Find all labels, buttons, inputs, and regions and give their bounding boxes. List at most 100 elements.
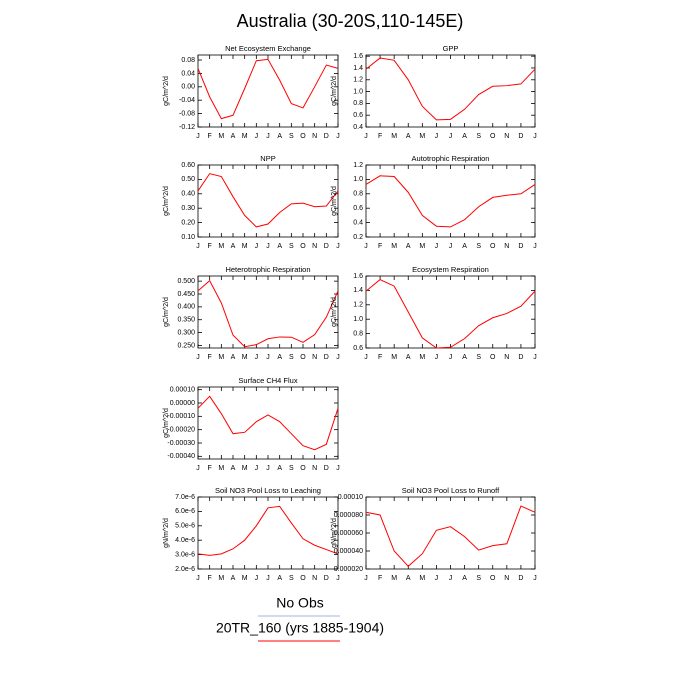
- x-tick-label: D: [324, 243, 329, 250]
- x-tick-label: O: [490, 133, 496, 140]
- x-tick-label: J: [196, 575, 200, 582]
- plot-frame: [197, 54, 339, 128]
- x-tick-label: A: [277, 575, 282, 582]
- y-tick-label: 4.0e-6: [175, 537, 195, 544]
- data-line: [365, 279, 536, 349]
- y-tick-label: 0.20: [181, 219, 195, 226]
- y-tick-label: 1.2: [353, 77, 363, 84]
- x-tick-label: F: [378, 243, 382, 250]
- y-tick-label: 0.300: [177, 329, 195, 336]
- x-tick-label: J: [255, 575, 259, 582]
- x-tick-label: D: [324, 354, 329, 361]
- panel-title: NPP: [260, 154, 275, 163]
- y-tick-label: 0.6: [353, 345, 363, 352]
- data-line: [197, 505, 339, 556]
- y-tick-label: 0.6: [353, 112, 363, 119]
- x-tick-label: S: [289, 133, 294, 140]
- x-tick-label: M: [218, 575, 224, 582]
- x-tick-label: J: [449, 243, 453, 250]
- x-tick-label: S: [289, 465, 294, 472]
- y-tick-label: 1.0: [353, 88, 363, 95]
- x-tick-label: O: [300, 465, 306, 472]
- plot-frame: [365, 54, 536, 128]
- x-tick-label: J: [336, 575, 340, 582]
- x-tick-label: J: [336, 243, 340, 250]
- x-tick-label: J: [266, 354, 270, 361]
- x-tick-label: A: [277, 243, 282, 250]
- x-tick-label: J: [336, 465, 340, 472]
- x-tick-label: F: [208, 133, 212, 140]
- panel-title: Heterotrophic Respiration: [225, 265, 310, 274]
- y-axis-label: gN/m^2/d: [163, 518, 170, 548]
- x-tick-label: J: [449, 133, 453, 140]
- x-tick-label: J: [266, 575, 270, 582]
- x-tick-label: J: [449, 575, 453, 582]
- x-tick-label: J: [255, 465, 259, 472]
- x-tick-label: A: [231, 133, 236, 140]
- y-tick-label: 0.8: [353, 330, 363, 337]
- legend-label: 20TR_160 (yrs 1885-1904): [216, 620, 384, 636]
- x-tick-label: N: [312, 243, 317, 250]
- y-axis-label: gC/m^2/d: [163, 186, 170, 216]
- x-tick-label: D: [518, 354, 523, 361]
- y-tick-label: 0.10: [181, 234, 195, 241]
- data-line: [197, 395, 339, 451]
- x-tick-label: J: [364, 133, 368, 140]
- x-tick-label: M: [218, 465, 224, 472]
- x-tick-label: J: [364, 575, 368, 582]
- y-tick-label: 0.40: [181, 191, 195, 198]
- x-tick-label: D: [324, 575, 329, 582]
- y-tick-label: -0.00030: [167, 440, 195, 447]
- x-tick-label: J: [533, 354, 537, 361]
- y-tick-label: 0.04: [181, 70, 195, 77]
- x-tick-label: J: [533, 133, 537, 140]
- x-tick-label: A: [462, 133, 467, 140]
- y-tick-label: 0.4: [353, 219, 363, 226]
- y-tick-label: -0.00040: [167, 453, 195, 460]
- y-tick-label: 0.00: [181, 84, 195, 91]
- x-tick-label: J: [255, 243, 259, 250]
- x-tick-label: O: [490, 243, 496, 250]
- data-line: [197, 279, 339, 348]
- y-tick-label: 0.50: [181, 176, 195, 183]
- x-tick-label: F: [208, 465, 212, 472]
- y-tick-label: 0.450: [177, 291, 195, 298]
- x-tick-label: N: [312, 133, 317, 140]
- x-tick-label: S: [476, 243, 481, 250]
- x-tick-label: J: [266, 465, 270, 472]
- panel-title: Soil NO3 Pool Loss to Leaching: [215, 486, 321, 495]
- x-tick-label: A: [406, 243, 411, 250]
- x-tick-label: J: [255, 354, 259, 361]
- y-tick-label: 6.0e-6: [175, 508, 195, 515]
- x-tick-label: J: [255, 133, 259, 140]
- x-tick-label: A: [277, 465, 282, 472]
- x-tick-label: O: [490, 354, 496, 361]
- x-tick-label: J: [435, 354, 439, 361]
- panel-title: Net Ecosystem Exchange: [225, 44, 311, 53]
- x-tick-label: A: [462, 575, 467, 582]
- y-axis-label: gC/m^2/d: [163, 297, 170, 327]
- x-tick-label: O: [490, 575, 496, 582]
- y-tick-label: 0.000080: [334, 512, 363, 519]
- y-tick-label: 0.000020: [334, 566, 363, 573]
- x-tick-label: F: [208, 354, 212, 361]
- panel-title: Ecosystem Respiration: [412, 265, 489, 274]
- x-tick-label: J: [435, 243, 439, 250]
- x-tick-label: F: [378, 354, 382, 361]
- y-tick-label: 5.0e-6: [175, 523, 195, 530]
- y-tick-label: 1.4: [353, 65, 363, 72]
- x-tick-label: M: [242, 575, 248, 582]
- plot-frame: [365, 496, 536, 570]
- y-axis-label: gC/m^2/d: [163, 76, 170, 106]
- x-tick-label: O: [300, 354, 306, 361]
- data-line: [197, 173, 339, 228]
- data-line: [365, 57, 536, 121]
- y-tick-label: -0.08: [179, 110, 195, 117]
- y-tick-label: 1.6: [353, 273, 363, 280]
- y-tick-label: 1.0: [353, 176, 363, 183]
- x-tick-label: M: [391, 354, 397, 361]
- y-tick-label: 0.8: [353, 191, 363, 198]
- x-tick-label: S: [476, 575, 481, 582]
- page-title: Australia (30-20S,110-145E): [237, 11, 464, 31]
- y-tick-label: 0.00000: [170, 400, 195, 407]
